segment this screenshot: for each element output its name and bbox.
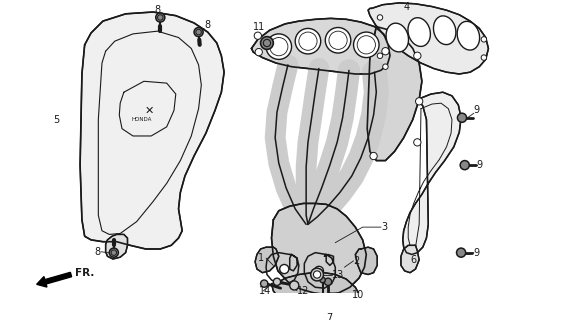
Circle shape	[311, 268, 324, 281]
Text: 12: 12	[297, 286, 309, 296]
Circle shape	[416, 98, 423, 105]
Circle shape	[456, 248, 466, 257]
Text: 1: 1	[258, 253, 264, 263]
Circle shape	[320, 277, 325, 283]
Circle shape	[290, 281, 299, 290]
Circle shape	[457, 113, 467, 122]
Text: 9: 9	[474, 248, 480, 258]
Text: 10: 10	[352, 290, 364, 300]
Circle shape	[357, 36, 375, 54]
Text: 5: 5	[53, 115, 59, 124]
Circle shape	[273, 278, 281, 285]
Circle shape	[313, 271, 321, 278]
Text: 8: 8	[155, 5, 161, 15]
Ellipse shape	[386, 23, 409, 52]
Circle shape	[370, 152, 377, 160]
Text: 3: 3	[381, 222, 387, 232]
Text: 11: 11	[253, 21, 266, 32]
Text: HONDA: HONDA	[132, 117, 152, 122]
Circle shape	[386, 34, 394, 41]
Ellipse shape	[457, 21, 480, 50]
Circle shape	[263, 39, 270, 47]
Text: 4: 4	[404, 2, 410, 12]
Circle shape	[270, 37, 288, 56]
Text: 9: 9	[474, 106, 480, 116]
Polygon shape	[403, 92, 461, 254]
Circle shape	[383, 64, 388, 69]
Text: 8: 8	[95, 247, 101, 257]
Circle shape	[354, 32, 379, 58]
Circle shape	[317, 304, 328, 315]
Text: 7: 7	[326, 313, 332, 320]
Text: 14: 14	[259, 286, 271, 296]
Circle shape	[299, 32, 317, 50]
Circle shape	[158, 15, 163, 20]
Circle shape	[266, 34, 292, 60]
Circle shape	[295, 28, 321, 54]
Circle shape	[377, 15, 383, 20]
Circle shape	[111, 250, 117, 255]
Circle shape	[315, 266, 324, 276]
Ellipse shape	[433, 16, 456, 44]
Polygon shape	[368, 3, 488, 74]
Polygon shape	[80, 12, 224, 249]
Text: 2: 2	[354, 256, 360, 266]
Circle shape	[460, 161, 470, 170]
Circle shape	[329, 31, 347, 49]
Circle shape	[255, 48, 262, 56]
Circle shape	[382, 48, 389, 55]
Polygon shape	[251, 18, 390, 74]
Text: 6: 6	[410, 255, 416, 265]
Circle shape	[109, 248, 118, 257]
Polygon shape	[272, 273, 361, 311]
Circle shape	[324, 307, 332, 316]
Circle shape	[414, 139, 421, 146]
Polygon shape	[106, 235, 127, 259]
Polygon shape	[367, 27, 422, 161]
Polygon shape	[355, 247, 377, 275]
Text: 8: 8	[204, 20, 210, 30]
Circle shape	[325, 28, 351, 53]
Circle shape	[261, 36, 273, 49]
FancyArrow shape	[37, 272, 72, 287]
Circle shape	[377, 53, 383, 59]
Text: 13: 13	[332, 269, 344, 279]
Polygon shape	[401, 245, 419, 273]
Circle shape	[194, 28, 203, 36]
Circle shape	[481, 55, 487, 60]
Text: 9: 9	[476, 160, 483, 170]
Circle shape	[156, 13, 165, 22]
Polygon shape	[255, 247, 279, 273]
Circle shape	[261, 280, 268, 287]
Circle shape	[324, 278, 332, 285]
Circle shape	[280, 265, 289, 274]
Polygon shape	[272, 204, 366, 295]
Circle shape	[196, 29, 201, 35]
Circle shape	[481, 36, 487, 42]
Text: FR.: FR.	[75, 268, 94, 278]
Ellipse shape	[408, 18, 430, 46]
Text: ✕: ✕	[145, 106, 154, 116]
Circle shape	[254, 32, 262, 39]
Circle shape	[414, 52, 421, 60]
